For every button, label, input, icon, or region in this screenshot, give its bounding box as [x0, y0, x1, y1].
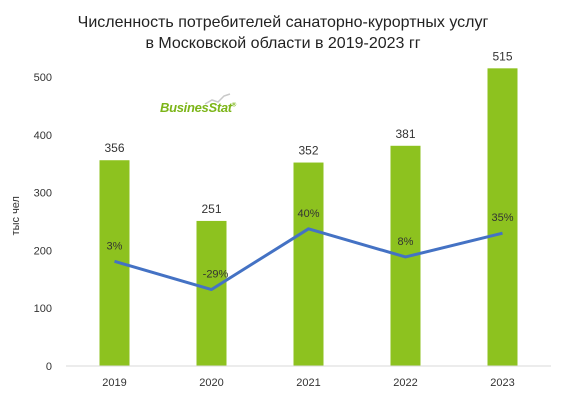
logo-text: BusinesStat [160, 100, 232, 115]
y-axis-title: тыс чел [10, 196, 22, 235]
bar-2021 [293, 162, 324, 366]
x-tick-label: 2020 [199, 377, 223, 389]
growth-rate-label: 40% [297, 208, 319, 220]
businesstat-logo: BusinesStat® [160, 100, 236, 115]
growth-rate-label: 3% [107, 240, 123, 252]
y-tick-label: 200 [34, 245, 52, 257]
chart-title-line2: в Московской области в 2019-2023 гг [145, 35, 421, 52]
x-tick-label: 2022 [393, 377, 417, 389]
chart-title: Численность потребителей санаторно-курор… [0, 12, 566, 54]
y-tick-label: 400 [34, 130, 52, 142]
bar-value-label: 381 [395, 127, 415, 141]
logo-swoosh [204, 93, 231, 105]
bar-value-label: 515 [492, 49, 512, 63]
bar-value-label: 356 [104, 141, 124, 155]
y-tick-label: 0 [46, 361, 52, 373]
x-tick-label: 2019 [102, 377, 126, 389]
growth-rate-label: 8% [398, 236, 414, 248]
growth-rate-label: 35% [491, 212, 513, 224]
growth-rate-label: -29% [203, 269, 229, 281]
bar-value-label: 352 [298, 144, 318, 158]
chart-title-line1: Численность потребителей санаторно-курор… [77, 14, 489, 31]
bar-2020 [196, 220, 227, 366]
x-tick-label: 2023 [490, 377, 514, 389]
logo-registered-mark: ® [231, 102, 236, 109]
y-tick-label: 300 [34, 188, 52, 200]
y-tick-label: 100 [34, 303, 52, 315]
growth-rate-line [114, 227, 503, 292]
y-tick-label: 500 [34, 72, 52, 84]
bar-2023 [487, 68, 518, 366]
bar-value-label: 251 [201, 202, 221, 216]
x-tick-label: 2021 [296, 377, 320, 389]
